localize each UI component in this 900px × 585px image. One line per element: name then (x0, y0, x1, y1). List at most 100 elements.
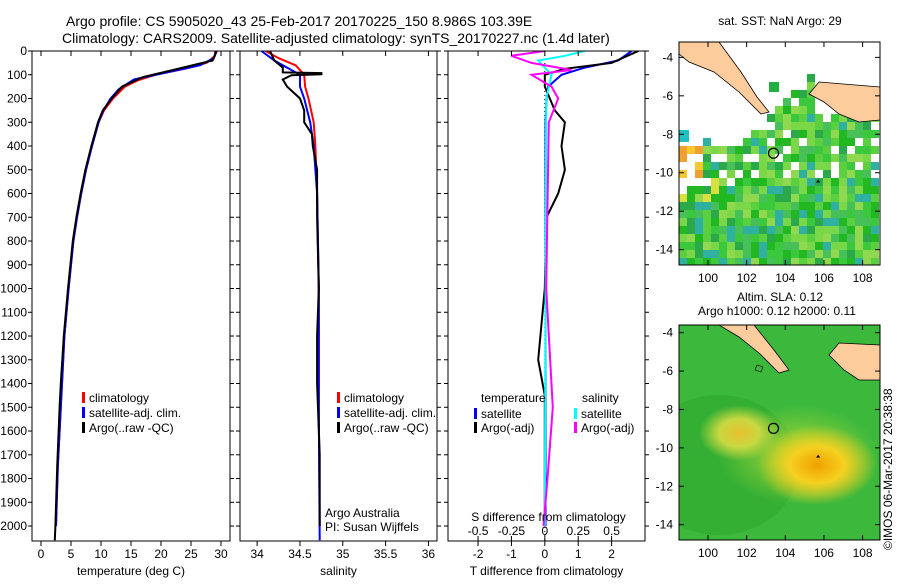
sst-cell (863, 138, 871, 146)
sst-cell (767, 210, 775, 218)
sst-cell (759, 146, 767, 154)
s-tick-label: -0.5 (468, 524, 489, 538)
sst-cell (775, 146, 783, 154)
series-group (511, 51, 639, 541)
sst-cell (735, 186, 743, 194)
sst-cell (703, 226, 711, 234)
sst-cell (799, 154, 807, 162)
sst-cell (855, 234, 863, 242)
x-tick-label: 0 (38, 547, 45, 561)
sst-cell (791, 154, 799, 162)
sst-cell (799, 234, 807, 242)
depth-tick-label: 800 (7, 234, 27, 248)
sst-cell (735, 210, 743, 218)
sst-cell (775, 226, 783, 234)
sst-cell (799, 258, 807, 265)
x-tick-label: 1 (575, 547, 582, 561)
sst-cell (815, 218, 823, 226)
sst-cell (719, 242, 727, 250)
sst-cell (815, 146, 823, 154)
x-axis-label: salinity (320, 564, 357, 578)
sst-cell (775, 258, 783, 265)
sst-cell (769, 82, 779, 92)
sst-cell (695, 226, 703, 234)
depth-tick-label: 300 (7, 115, 27, 129)
sst-cell (727, 226, 735, 234)
sst-cell (807, 122, 815, 130)
lat-tick-label: -12 (656, 204, 674, 218)
sst-cell (783, 226, 791, 234)
lat-tick-label: -12 (656, 479, 674, 493)
depth-tick-label: 2000 (0, 519, 27, 533)
legend-swatch (337, 407, 340, 418)
sst-cell (791, 234, 799, 242)
legend-swatch (82, 422, 85, 433)
legend-label: Argo(..raw -QC) (344, 421, 429, 435)
sst-cell (831, 122, 839, 130)
legend-label: Argo(-adj) (481, 421, 534, 435)
sst-cell (767, 242, 775, 250)
sst-cell (767, 250, 775, 258)
sst-cell (719, 210, 727, 218)
sst-cell (831, 154, 839, 162)
sst-cell (839, 194, 847, 202)
sst-cell (823, 138, 831, 146)
sst-cell (687, 258, 695, 265)
sst-map-field (679, 42, 880, 265)
sst-cell (815, 114, 823, 122)
sst-cell (855, 170, 863, 178)
sst-cell (831, 178, 839, 186)
sst-cell (807, 202, 815, 210)
sst-cell (775, 218, 783, 226)
sst-cell (847, 242, 855, 250)
sst-cell (839, 242, 847, 250)
sst-cell (855, 250, 863, 258)
sst-cell (695, 242, 703, 250)
sst-cell (719, 186, 727, 194)
x-tick-label: 5 (68, 547, 75, 561)
x-tick-label: 30 (214, 547, 228, 561)
sst-cell (719, 202, 727, 210)
sst-cell (767, 170, 775, 178)
sst-cell (743, 242, 751, 250)
depth-tick-label: 1100 (1, 305, 27, 319)
lon-tick-label: 102 (737, 546, 757, 560)
sst-cell (767, 234, 775, 242)
sst-cell (807, 170, 815, 178)
s-tick-label: -0.25 (498, 524, 526, 538)
depth-tick-label: 0 (20, 44, 27, 58)
depth-tick-label: 1600 (0, 424, 27, 438)
sst-cell (855, 218, 863, 226)
sst-cell (743, 226, 751, 234)
sst-cell (863, 154, 871, 162)
depth-tick-label: 200 (7, 92, 27, 106)
depth-tick-label: 1900 (0, 495, 27, 509)
sst-cell (799, 170, 807, 178)
x-tick-label: 34.5 (288, 547, 312, 561)
series-line-argo-raw-qc- (53, 51, 218, 541)
sst-cell (839, 250, 847, 258)
sst-cell (751, 186, 759, 194)
sst-cell (807, 154, 815, 162)
sst-cell (687, 202, 695, 210)
sst-cell (863, 218, 871, 226)
sst-cell (831, 186, 839, 194)
depth-tick-label: 1000 (0, 282, 27, 296)
sst-cell (767, 226, 775, 234)
series-line-argo-raw-qc- (269, 51, 323, 526)
sst-cell (855, 146, 863, 154)
sst-cell (839, 114, 847, 122)
sst-cell (791, 210, 799, 218)
sst-cell (767, 202, 775, 210)
sst-cell (815, 242, 823, 250)
sst-cell (759, 154, 767, 162)
sst-cell (839, 202, 847, 210)
sst-cell (703, 146, 711, 154)
sst-cell (767, 178, 775, 186)
sst-cell (719, 146, 727, 154)
sst-cell (839, 146, 847, 154)
lat-tick-label: -8 (662, 127, 673, 141)
sst-cell (791, 130, 799, 138)
x-tick-label: 35 (336, 547, 350, 561)
imos-credit: ©IMOS 06-Mar-2017 20:38:38 (881, 388, 895, 550)
